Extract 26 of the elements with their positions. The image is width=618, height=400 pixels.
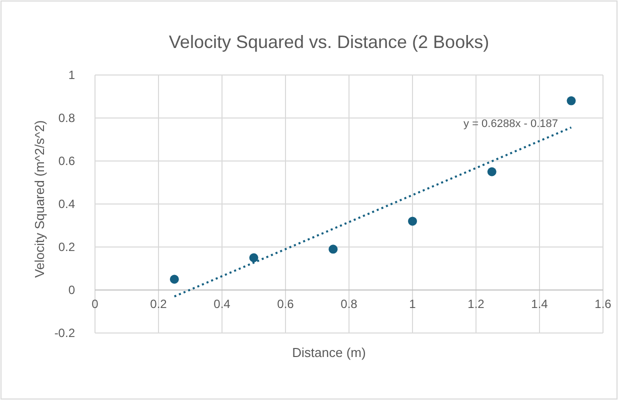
y-axis-title: Velocity Squared (m^2/s^2) (32, 120, 47, 278)
annotation: y = 0.6288x - 0.187 (464, 118, 558, 130)
x-tick-label: 0.6 (277, 297, 294, 311)
x-tick-label: 1.4 (531, 297, 548, 311)
y-tick-label: -0.2 (54, 326, 76, 340)
point (328, 244, 338, 254)
y-tick-label: 0.8 (58, 111, 76, 125)
y-tick-label: 0.4 (58, 197, 76, 211)
y-tick-label: 0.2 (58, 240, 76, 254)
x-axis-title: Distance (m) (292, 345, 366, 360)
x-tick-label: 1.6 (594, 297, 612, 311)
y-tick-label: 1 (68, 68, 76, 82)
y-tick-label: 0 (68, 283, 76, 297)
point (408, 216, 417, 226)
point (566, 96, 576, 106)
x-tick-label: 0.8 (340, 297, 358, 311)
point (170, 274, 179, 284)
x-tick-label: 1 (409, 297, 416, 311)
point (249, 253, 258, 262)
x-tick-label: 1.2 (468, 297, 485, 311)
y-tick-label: 0.6 (58, 154, 76, 168)
x-tick-label: 0 (92, 297, 99, 311)
x-tick-label: 0.2 (150, 297, 168, 311)
x-tick-label: 0.4 (214, 297, 231, 311)
point (487, 167, 496, 176)
chart-title: Velocity Squared vs. Distance (2 Books) (168, 32, 490, 52)
